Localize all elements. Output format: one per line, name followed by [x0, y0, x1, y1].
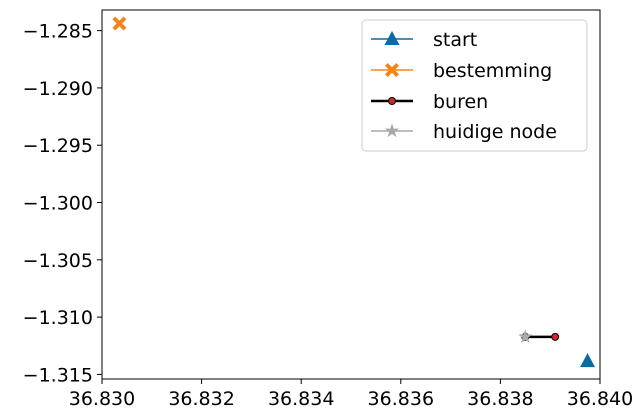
- x-tick-label: 36.830: [69, 388, 135, 410]
- legend-label-huidige-node: huidige node: [433, 121, 557, 143]
- plot-marks: [112, 16, 596, 368]
- point-huidige-node: [518, 329, 533, 343]
- x-tick-label: 36.836: [368, 388, 434, 410]
- legend: start bestemming buren huidige node: [361, 19, 588, 152]
- x-tick-label: 36.832: [168, 388, 234, 410]
- y-tick-label: −1.295: [23, 135, 93, 157]
- axes-frame: [101, 9, 601, 380]
- legend-marker-bestemming: [385, 63, 399, 77]
- legend-label-buren: buren: [433, 91, 488, 113]
- legend-entry-buren: buren: [371, 91, 488, 113]
- point-start: [580, 353, 596, 368]
- legend-entry-bestemming: bestemming: [371, 60, 552, 82]
- point-bestemming: [112, 16, 127, 31]
- y-tick-label: −1.285: [23, 21, 93, 43]
- y-tick-label: −1.315: [23, 364, 93, 386]
- legend-marker-huidige-node: [384, 123, 400, 138]
- y-tick-label: −1.305: [23, 250, 93, 272]
- point-buren: [551, 332, 560, 341]
- y-tick-label: −1.310: [23, 307, 93, 329]
- x-tick-label: 36.838: [467, 388, 533, 410]
- legend-marker-start: [384, 31, 400, 45]
- x-tick-label: 36.840: [567, 388, 633, 410]
- legend-entry-huidige-node: huidige node: [371, 121, 557, 143]
- legend-box: [361, 19, 588, 152]
- legend-label-start: start: [433, 29, 477, 51]
- legend-entry-start: start: [371, 29, 477, 51]
- y-tick-label: −1.290: [23, 78, 93, 100]
- legend-marker-buren: [388, 97, 396, 105]
- x-axis: 36.830 36.832 36.834 36.836 36.838 36.840: [69, 379, 633, 410]
- y-tick-label: −1.300: [23, 193, 93, 215]
- legend-label-bestemming: bestemming: [433, 60, 552, 82]
- x-tick-label: 36.834: [268, 388, 334, 410]
- y-axis: −1.285 −1.290 −1.295 −1.300 −1.305 −1.310 −1.3…: [23, 21, 102, 386]
